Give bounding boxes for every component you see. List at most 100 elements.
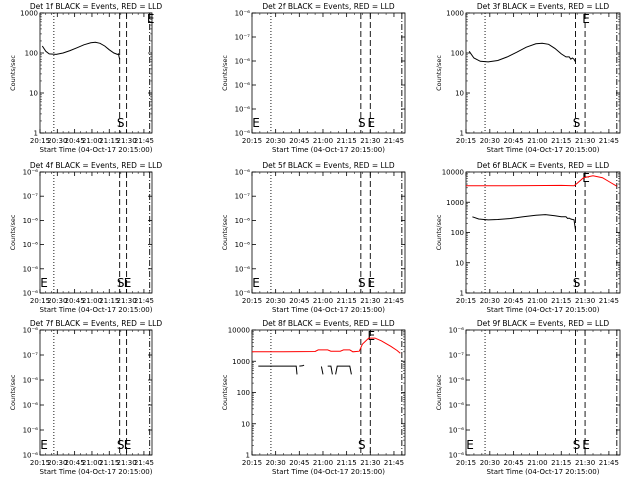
y-tick-label: 100 [237, 389, 250, 397]
x-tick-label: 20:30 [266, 459, 286, 467]
y-tick-label: 10⁻⁶ [235, 130, 251, 138]
x-tick-label: 20:15 [242, 137, 262, 145]
marker-label: E [582, 12, 590, 26]
panel-9: Det 9f BLACK = Events, RED = LLD 10⁻⁶ 10⁻⁶… [435, 319, 621, 476]
panel-6: Det 6f BLACK = Events, RED = LLD 1 10 100 10… [435, 161, 621, 314]
x-axis-label: Start Time (04-Oct-17 20:15:00) [272, 306, 385, 314]
panel-5: Det 5f BLACK = Events, RED = LLD 10⁻⁶ 10⁻⁶… [221, 161, 406, 314]
y-tick-label: 1000 [20, 10, 38, 18]
x-tick-label: 21:45 [599, 137, 619, 145]
y-tick-label: 10⁻⁶ [23, 241, 39, 249]
x-tick-label: 21:45 [384, 297, 404, 305]
panel-2: Det 2f BLACK = Events, RED = LLD 10⁻⁶ 10⁻⁶… [221, 2, 406, 154]
x-tick-label: 21:00 [527, 459, 547, 467]
y-tick-label: 10⁻⁷ [235, 193, 251, 201]
x-tick-label: 21:30 [117, 459, 137, 467]
marker-label: E [368, 329, 376, 343]
x-axis-label: Start Time (04-Oct-17 20:15:00) [487, 306, 600, 314]
y-tick-label: 10000 [442, 169, 464, 177]
y-tick-label: 10⁻⁶ [235, 241, 251, 249]
x-tick-label: 21:30 [360, 137, 380, 145]
plot-frame [465, 329, 621, 456]
x-tick-label: 20:15 [456, 137, 476, 145]
y-tick-label: 100 [451, 50, 464, 58]
x-axis-label: Start Time (04-Oct-17 20:15:00) [40, 306, 153, 314]
x-tick-label: 21:15 [337, 459, 357, 467]
y-tick-label: 10000 [228, 327, 250, 335]
x-tick-label: 20:45 [289, 459, 309, 467]
y-axis-label: Counts/sec [9, 55, 17, 91]
y-tick-label: 1000 [446, 199, 464, 207]
marker-label: E [582, 438, 590, 452]
y-tick-label: 1 [460, 290, 464, 298]
y-tick-label: 10⁻⁷ [23, 193, 39, 201]
marker-label: S [573, 438, 581, 452]
x-tick-label: 20:45 [504, 297, 524, 305]
x-tick-label: 21:30 [360, 297, 380, 305]
y-tick-label: 10⁻⁶ [23, 377, 39, 385]
y-tick-label: 100 [451, 229, 464, 237]
y-tick-label: 10⁻⁶ [235, 290, 251, 298]
y-tick-label: 10⁻⁷ [449, 352, 465, 360]
x-axis-label: Start Time (04-Oct-17 20:15:00) [40, 468, 153, 476]
y-tick-label: 10⁻⁶ [235, 58, 251, 66]
x-tick-label: 20:45 [65, 297, 85, 305]
x-axis-label: Start Time (04-Oct-17 20:15:00) [40, 146, 153, 154]
y-tick-label: 10⁻⁶ [23, 427, 39, 435]
marker-label: S [358, 116, 366, 130]
x-tick-label: 21:30 [360, 459, 380, 467]
marker-label: S [358, 438, 366, 452]
x-tick-label: 21:15 [551, 459, 571, 467]
x-tick-label: 21:45 [384, 459, 404, 467]
x-axis-label: Start Time (04-Oct-17 20:15:00) [272, 146, 385, 154]
panel-title: Det 3f BLACK = Events, RED = LLD [477, 2, 610, 11]
x-tick-label: 21:00 [82, 459, 102, 467]
y-axis-label: Counts/sec [221, 214, 229, 250]
x-tick-label: 21:15 [99, 459, 119, 467]
x-tick-label: 20:15 [456, 297, 476, 305]
y-axis-label: Counts/sec [9, 214, 17, 250]
x-tick-label: 20:15 [30, 459, 50, 467]
y-axis-label: Counts/sec [435, 214, 443, 250]
marker-label: S [117, 276, 125, 290]
x-tick-label: 20:45 [65, 459, 85, 467]
marker-label: S [573, 116, 581, 130]
plot-frame [251, 171, 406, 294]
x-tick-label: 20:30 [47, 137, 67, 145]
y-tick-label: 10⁻⁶ [23, 290, 39, 298]
x-tick-label: 20:45 [289, 137, 309, 145]
y-tick-label: 10⁻⁶ [449, 327, 465, 335]
x-tick-label: 20:15 [30, 137, 50, 145]
y-axis-label: Counts/sec [435, 55, 443, 91]
y-tick-label: 10⁻⁶ [235, 217, 251, 225]
marker-label: E [582, 171, 590, 185]
plot-frame [39, 171, 153, 294]
y-tick-label: 10⁻⁶ [235, 82, 251, 90]
panel-title: Det 1f BLACK = Events, RED = LLD [30, 2, 163, 11]
y-tick-label: 10 [241, 420, 250, 428]
y-tick-label: 10⁻⁶ [449, 377, 465, 385]
corner-label: E [40, 438, 48, 452]
x-axis-label: Start Time (04-Oct-17 20:15:00) [487, 146, 600, 154]
marker-label: S [358, 276, 366, 290]
x-tick-label: 20:15 [30, 297, 50, 305]
x-tick-label: 20:30 [480, 137, 500, 145]
panel-4: Det 4f BLACK = Events, RED = LLD10⁻⁶10⁻⁶… [9, 161, 162, 314]
x-axis-label: Start Time (04-Oct-17 20:15:00) [487, 468, 600, 476]
x-tick-label: 21:00 [313, 297, 333, 305]
panel-title: Det 9f BLACK = Events, RED = LLD [477, 319, 610, 328]
x-tick-label: 20:15 [456, 459, 476, 467]
series-line-events [41, 41, 121, 60]
y-tick-label: 10⁻⁶ [23, 402, 39, 410]
y-tick-label: 10⁻⁶ [235, 106, 251, 114]
marker-label: E [368, 116, 376, 130]
marker-label: S [573, 276, 581, 290]
x-tick-label: 21:30 [117, 297, 137, 305]
plot-frame [465, 12, 621, 134]
x-tick-label: 21:45 [134, 459, 154, 467]
y-tick-label: 10⁻⁶ [23, 327, 39, 335]
plot-frame [39, 12, 153, 134]
x-tick-label: 20:30 [480, 297, 500, 305]
x-tick-label: 20:30 [47, 459, 67, 467]
corner-label: E [252, 276, 260, 290]
